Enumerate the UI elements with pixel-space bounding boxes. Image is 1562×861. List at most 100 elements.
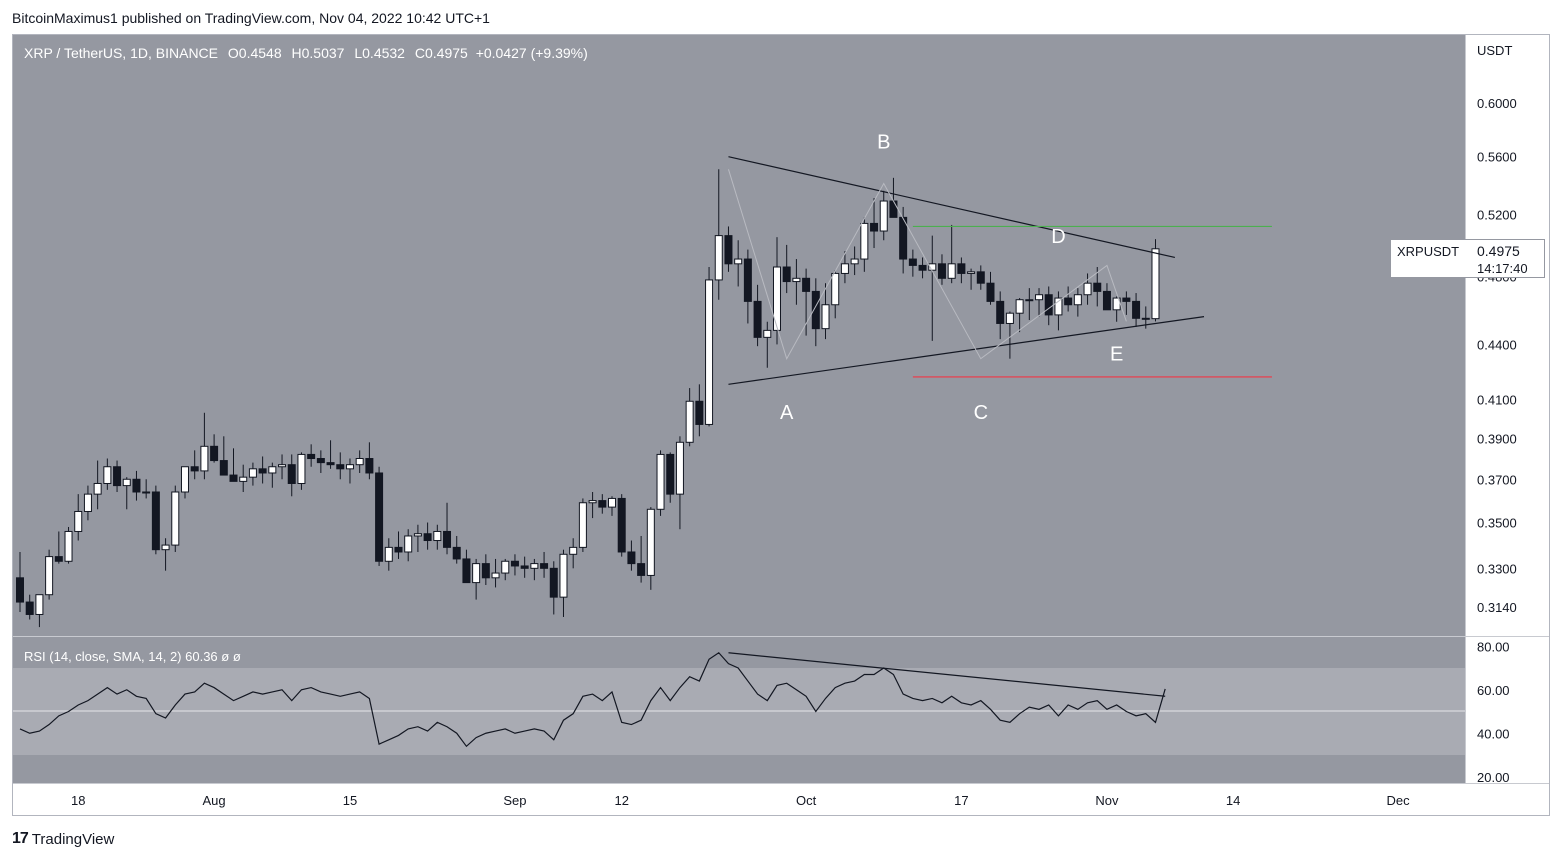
candle: [598, 494, 607, 514]
candle: [986, 271, 995, 305]
last-price-tag: XRPUSDT 0.4975 14:17:40: [1390, 239, 1545, 278]
candle: [384, 538, 393, 571]
candle: [685, 388, 694, 447]
candle-body-down: [190, 466, 199, 472]
candle: [93, 460, 102, 510]
candle: [35, 594, 44, 628]
candle-body-up: [967, 271, 976, 274]
candle: [714, 169, 723, 300]
candle-body-down: [811, 290, 820, 330]
candle: [588, 491, 597, 519]
rsi-trendline: [728, 652, 1166, 697]
candle-body-down: [870, 222, 879, 232]
date-tick-label: Nov: [1095, 793, 1119, 808]
candle: [481, 554, 490, 586]
candle-body-up: [74, 510, 83, 532]
footer-brand[interactable]: 17 TradingView: [12, 830, 114, 848]
rsi-tick-label: 40.00: [1477, 726, 1510, 741]
low-label: L: [354, 45, 363, 61]
candle: [695, 384, 704, 437]
candle: [520, 556, 529, 578]
candle-body-up: [879, 200, 888, 232]
candle-body-down: [889, 200, 898, 218]
candle: [918, 257, 927, 279]
candle-body-up: [83, 493, 92, 512]
candle: [1151, 239, 1160, 322]
candle-body-down: [918, 264, 927, 271]
price-tick-label: 0.5600: [1477, 150, 1517, 165]
triangle-lower-trendline: [728, 316, 1205, 385]
candle-body-down: [462, 558, 471, 584]
price-axis[interactable]: 0.60000.56000.52000.48000.44000.41000.39…: [1477, 96, 1517, 615]
time-axis[interactable]: 18 Aug 15 Sep 12 Oct 17 Nov 14 Dec: [71, 793, 1410, 808]
candle: [656, 450, 665, 516]
abcde-wave-path: [727, 169, 1127, 360]
date-tick-label: 12: [614, 793, 628, 808]
candle-body-up: [35, 594, 44, 615]
candle: [782, 244, 791, 294]
candle-body-up: [831, 272, 840, 306]
candle: [1102, 283, 1111, 311]
candle: [142, 479, 151, 499]
candle-body-down: [481, 563, 490, 579]
candle-body-down: [724, 235, 733, 265]
candle-body-up: [161, 544, 170, 551]
candle: [151, 485, 160, 555]
candle-body-up: [1025, 299, 1034, 302]
candle-body-up: [433, 530, 442, 542]
candle: [821, 283, 830, 340]
candle-body-down: [443, 530, 452, 548]
candle-body-down: [307, 453, 316, 460]
candle: [365, 442, 374, 480]
candle: [394, 531, 403, 559]
drawings-layer: A B C D E: [727, 132, 1272, 697]
candle-body-down: [549, 567, 558, 598]
tradingview-logo-icon: 17: [12, 830, 29, 847]
candle-body-up: [850, 258, 859, 265]
candle: [491, 558, 500, 588]
candle-body-up: [559, 553, 568, 598]
candle-body-up: [297, 453, 306, 484]
open-label: O: [227, 45, 239, 61]
high-label: H: [291, 45, 302, 61]
candle: [530, 558, 539, 581]
rsi-axis[interactable]: 80.00 60.00 40.00 20.00: [1477, 639, 1510, 785]
candle-body-down: [326, 462, 335, 466]
symbol-legend: XRP / TetherUS, 1D, BINANCE O0.4548 H0.5…: [24, 45, 588, 61]
candle-body-up: [142, 491, 151, 494]
candle-body-down: [336, 464, 345, 470]
candle-body-down: [782, 266, 791, 283]
candle-body-up: [45, 556, 54, 596]
candle-body-up: [821, 304, 830, 330]
close-value: 0.4975: [424, 45, 468, 61]
candle: [25, 594, 34, 620]
candle: [122, 477, 131, 510]
wave-label: C: [974, 402, 988, 424]
currency-label: USDT: [1477, 43, 1512, 58]
candle-body-up: [248, 468, 257, 478]
candle: [637, 535, 646, 583]
candle: [908, 249, 917, 277]
candle: [423, 522, 432, 550]
candle-body-up: [646, 508, 655, 576]
candle: [976, 265, 985, 290]
candle-body-up: [472, 563, 481, 584]
candle: [646, 507, 655, 590]
price-tag-price: 0.4975: [1477, 243, 1520, 259]
candle-body-up: [413, 533, 422, 537]
candle: [45, 549, 54, 600]
candle-body-up: [64, 530, 73, 562]
candle: [1035, 288, 1044, 317]
price-pane[interactable]: [13, 35, 1465, 636]
candle: [501, 558, 510, 581]
candle: [1005, 311, 1014, 359]
candle-body-up: [578, 502, 587, 548]
candle-body-down: [1132, 300, 1141, 319]
candle: [763, 321, 772, 368]
candle-body-down: [540, 563, 549, 569]
candle: [549, 561, 558, 615]
candle: [355, 450, 364, 473]
candle: [937, 254, 946, 285]
candle: [103, 458, 112, 490]
